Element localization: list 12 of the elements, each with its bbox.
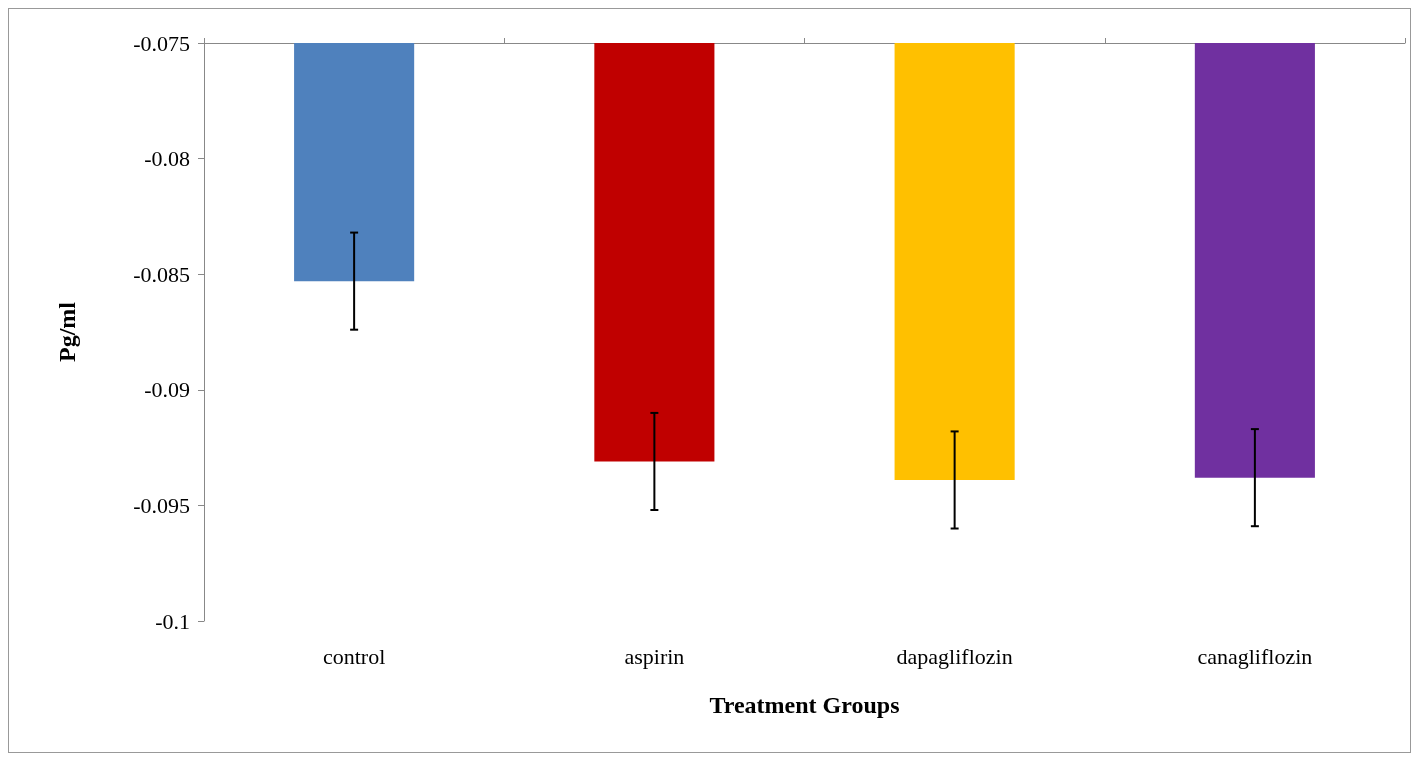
y-tick-label: -0.09: [144, 377, 190, 403]
x-tick-label: control: [322, 643, 386, 669]
y-tick-label: -0.1: [155, 608, 190, 634]
y-tick-label: -0.085: [133, 261, 190, 287]
x-tick-label: dapagliflozin: [896, 643, 1013, 669]
x-axis-title: Treatment Groups: [709, 692, 900, 718]
y-tick-label: -0.075: [133, 30, 190, 56]
x-tick-label: aspirin: [624, 643, 685, 669]
y-axis-title: Pg/ml: [54, 301, 80, 362]
y-tick-label: -0.095: [133, 492, 190, 518]
x-tick-label: canagliflozin: [1197, 643, 1313, 669]
y-tick-label: -0.08: [144, 146, 190, 172]
